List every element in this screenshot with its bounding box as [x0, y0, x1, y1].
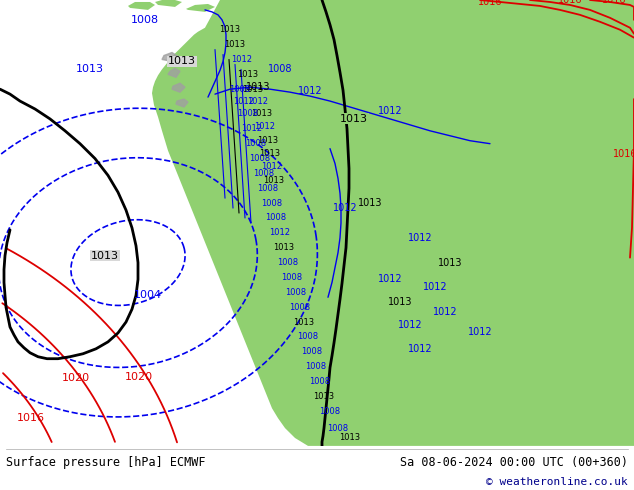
Text: 1016: 1016: [17, 413, 45, 423]
Text: 1012: 1012: [233, 97, 254, 105]
Text: 1013: 1013: [313, 392, 335, 401]
Polygon shape: [155, 0, 182, 7]
Text: 1008: 1008: [266, 214, 287, 222]
Text: 1008: 1008: [268, 64, 292, 74]
Text: Surface pressure [hPa] ECMWF: Surface pressure [hPa] ECMWF: [6, 456, 206, 469]
Text: 1020: 1020: [125, 371, 153, 382]
Text: 1008: 1008: [285, 288, 307, 297]
Text: 1012: 1012: [432, 307, 457, 317]
Polygon shape: [162, 52, 178, 61]
Polygon shape: [168, 69, 180, 77]
Text: 1008: 1008: [290, 303, 311, 312]
Text: 1013: 1013: [246, 82, 270, 92]
Text: 1013: 1013: [259, 149, 281, 158]
Text: 1008: 1008: [278, 258, 299, 267]
Text: 1013: 1013: [252, 109, 273, 119]
Text: 1016: 1016: [558, 0, 582, 5]
Text: 1016: 1016: [478, 0, 502, 7]
Text: 1013: 1013: [358, 198, 382, 208]
Text: 1012: 1012: [378, 106, 403, 116]
Text: 1008: 1008: [327, 423, 349, 433]
Text: 1008: 1008: [297, 332, 318, 342]
Text: 1012: 1012: [468, 327, 493, 337]
Text: 1012: 1012: [408, 233, 432, 243]
Text: 1013: 1013: [340, 114, 368, 124]
Text: 1013: 1013: [91, 251, 119, 261]
Text: 1012: 1012: [269, 228, 290, 237]
Text: 1013: 1013: [242, 85, 264, 94]
Text: 1012: 1012: [378, 274, 403, 284]
Polygon shape: [172, 83, 185, 92]
Text: 1020: 1020: [62, 372, 90, 383]
Text: 1008: 1008: [281, 273, 302, 282]
Text: 1008: 1008: [249, 154, 271, 163]
Text: 1013: 1013: [76, 64, 104, 74]
Text: 1008: 1008: [309, 377, 330, 386]
Text: 1013: 1013: [257, 136, 278, 145]
Polygon shape: [152, 0, 634, 446]
Text: 1013: 1013: [224, 40, 245, 49]
Text: 1013: 1013: [339, 434, 361, 442]
Text: 1013: 1013: [273, 243, 295, 252]
Text: 1008: 1008: [257, 184, 278, 193]
Polygon shape: [565, 0, 634, 22]
Text: 1012: 1012: [231, 55, 252, 64]
Text: 1013: 1013: [219, 25, 240, 34]
Text: 1012: 1012: [423, 282, 448, 293]
Text: 1012: 1012: [254, 122, 276, 131]
Text: Sa 08-06-2024 00:00 UTC (00+360): Sa 08-06-2024 00:00 UTC (00+360): [399, 456, 628, 469]
Polygon shape: [128, 2, 155, 10]
Text: 1013: 1013: [388, 297, 412, 307]
Text: 1013: 1013: [294, 318, 314, 326]
Text: 1012: 1012: [242, 124, 262, 133]
Text: 1008: 1008: [238, 109, 259, 119]
Text: 1013: 1013: [264, 176, 285, 185]
Text: 1008: 1008: [320, 407, 340, 416]
Text: 1012: 1012: [247, 97, 269, 105]
Polygon shape: [186, 4, 215, 12]
Text: 1008: 1008: [254, 169, 275, 178]
Polygon shape: [176, 99, 188, 107]
Text: 1012: 1012: [261, 162, 283, 171]
Text: 1013: 1013: [238, 70, 259, 79]
Text: 1013: 1013: [437, 258, 462, 268]
Text: 1008: 1008: [301, 347, 323, 356]
Text: 1013: 1013: [168, 56, 196, 67]
Text: 1016: 1016: [602, 0, 626, 5]
Text: 1008: 1008: [131, 15, 159, 25]
Text: 1012: 1012: [333, 203, 358, 213]
Text: 1004: 1004: [134, 290, 162, 300]
Text: 1012: 1012: [398, 320, 422, 330]
Text: 1008: 1008: [245, 139, 266, 148]
Text: 1008: 1008: [261, 198, 283, 208]
Text: 1016: 1016: [612, 148, 634, 159]
Text: 1008: 1008: [230, 85, 250, 94]
Text: 1008: 1008: [306, 362, 327, 371]
Text: © weatheronline.co.uk: © weatheronline.co.uk: [486, 477, 628, 487]
Text: 1012: 1012: [408, 344, 432, 354]
Text: 1012: 1012: [298, 86, 322, 96]
